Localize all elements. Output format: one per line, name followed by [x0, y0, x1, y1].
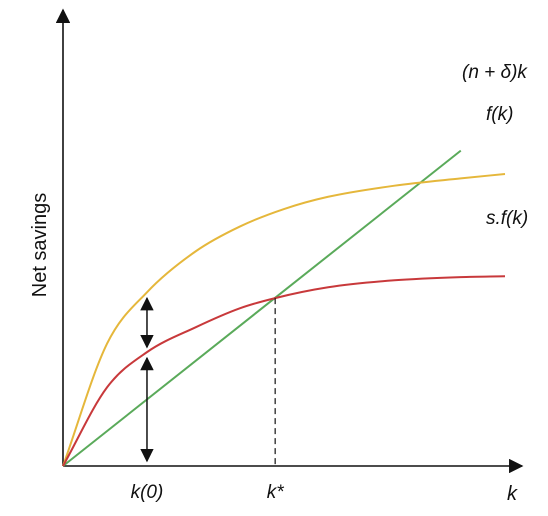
label-layer: (n + δ)k f(k) s.f(k) Net savings k k(0) k*	[29, 62, 528, 505]
label-s-f-k: s.f(k)	[486, 208, 528, 229]
x-tick-k-star: k*	[267, 482, 285, 503]
series-layer	[62, 149, 506, 467]
annotation-layer	[140, 296, 276, 466]
label-n-delta-k: (n + δ)k	[462, 62, 528, 83]
x-axis-label: k	[507, 483, 518, 505]
series-f-k-curve	[62, 173, 506, 467]
y-axis-label: Net savings	[29, 193, 51, 298]
series-s-f-k-curve	[62, 275, 506, 467]
x-tick-k0: k(0)	[131, 482, 164, 503]
series-n-delta-k-line	[62, 149, 462, 467]
axes	[55, 8, 524, 474]
label-f-k: f(k)	[486, 104, 513, 125]
